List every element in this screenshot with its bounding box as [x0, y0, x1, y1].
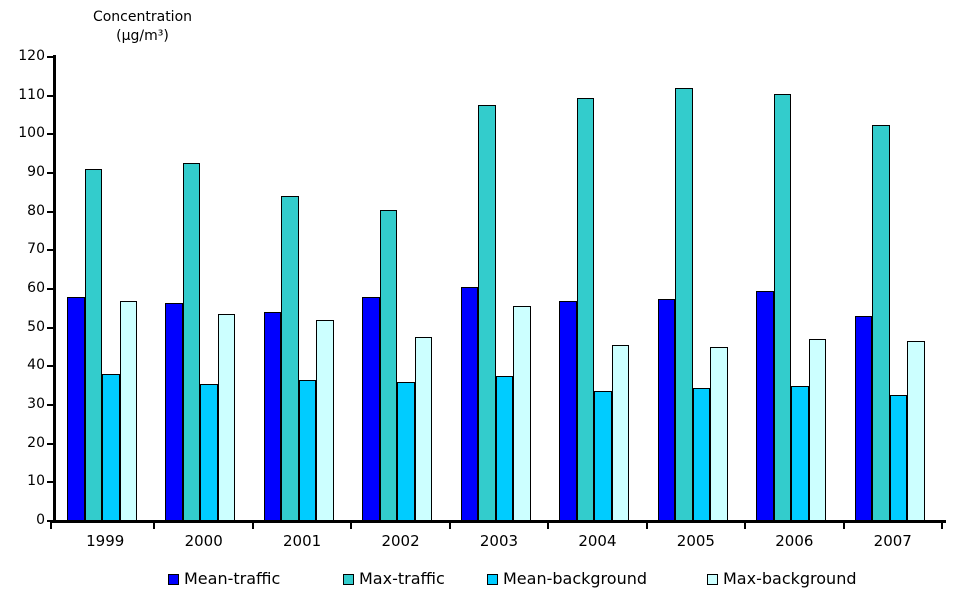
bar-mean-background-2004	[594, 391, 612, 521]
x-tick-mark	[941, 521, 943, 529]
x-tick-label-1999: 1999	[86, 532, 125, 550]
bar-mean-background-2006	[791, 385, 809, 521]
bar-mean-background-2003	[495, 376, 514, 521]
bar-mean-traffic-2001	[263, 312, 282, 521]
bar-max-traffic-2006	[773, 93, 792, 521]
y-tick-label-50: 50	[27, 318, 45, 335]
y-tick-mark	[47, 520, 55, 522]
legend-item-mean-traffic: Mean-traffic	[168, 569, 280, 588]
bar-mean-traffic-2003	[460, 287, 479, 521]
legend-item-max-traffic: Max-traffic	[343, 569, 445, 588]
legend-swatch-max-traffic-icon	[343, 574, 354, 585]
y-tick-mark	[47, 249, 55, 252]
bar-mean-traffic-2002	[362, 296, 380, 521]
legend-label-mean-traffic: Mean-traffic	[184, 569, 281, 588]
plot-area	[56, 57, 942, 521]
legend-label-max-traffic: Max-traffic	[359, 569, 445, 588]
y-tick-label-70: 70	[27, 241, 45, 258]
legend-swatch-mean-background-icon	[487, 574, 498, 585]
y-tick-mark	[47, 210, 55, 213]
x-axis-line	[50, 520, 946, 523]
y-tick-label-40: 40	[27, 357, 45, 374]
bar-mean-traffic-2007	[854, 316, 873, 521]
bar-mean-traffic-2004	[559, 300, 577, 521]
x-tick-label-2004: 2004	[578, 532, 617, 550]
x-tick-mark	[50, 521, 52, 529]
x-tick-mark	[842, 521, 845, 529]
y-tick-label-90: 90	[27, 164, 45, 180]
bar-max-background-2006	[808, 339, 827, 521]
legend-label-max-background: Max-background	[723, 569, 857, 588]
x-tick-mark	[251, 521, 254, 529]
bar-max-traffic-1999	[84, 169, 102, 521]
y-tick-label-60: 60	[27, 280, 45, 296]
y-tick-mark	[47, 481, 55, 484]
bar-mean-background-2000	[200, 383, 218, 521]
legend-swatch-mean-traffic-icon	[168, 574, 179, 585]
bar-mean-traffic-2000	[165, 302, 183, 521]
x-tick-mark	[448, 521, 451, 529]
bar-max-traffic-2005	[675, 87, 693, 521]
x-tick-label-2005: 2005	[676, 532, 715, 550]
bar-mean-traffic-2006	[756, 290, 774, 521]
legend-swatch-max-background-icon	[707, 574, 718, 585]
x-tick-mark	[645, 521, 648, 529]
y-tick-mark	[47, 172, 55, 174]
y-tick-label-100: 100	[18, 125, 45, 142]
y-tick-label-30: 30	[27, 396, 45, 412]
bar-max-traffic-2004	[576, 97, 595, 521]
legend-item-mean-background: Mean-background	[487, 569, 647, 588]
x-tick-label-2007: 2007	[873, 532, 912, 550]
x-tick-mark	[153, 521, 156, 529]
bar-mean-background-1999	[102, 374, 120, 521]
bar-max-background-2003	[513, 306, 531, 521]
bar-mean-background-2002	[397, 381, 415, 521]
bar-max-traffic-2007	[872, 124, 890, 521]
y-tick-mark	[47, 442, 55, 445]
bar-max-traffic-2001	[281, 196, 299, 521]
bar-mean-traffic-2005	[657, 298, 676, 521]
y-tick-mark	[47, 56, 55, 58]
bar-max-traffic-2000	[182, 163, 201, 521]
y-tick-mark	[47, 365, 55, 368]
bar-max-background-2007	[907, 341, 925, 521]
bar-mean-background-2007	[889, 395, 908, 521]
x-tick-label-2003: 2003	[479, 532, 519, 550]
bar-mean-traffic-1999	[67, 296, 85, 521]
bar-max-background-2000	[217, 314, 236, 521]
x-tick-mark	[350, 521, 353, 529]
x-tick-label-2000: 2000	[184, 532, 223, 550]
x-tick-label-2001: 2001	[283, 532, 322, 550]
legend-item-max-background: Max-background	[707, 569, 856, 588]
y-tick-label-80: 80	[27, 202, 45, 219]
y-tick-mark	[47, 94, 55, 97]
chart-title-line1: Concentration	[92, 9, 193, 25]
chart-title: Concentration (µg/m³)	[60, 8, 225, 46]
y-tick-mark	[47, 326, 55, 329]
legend-label-mean-background: Mean-background	[503, 569, 647, 588]
y-tick-label-10: 10	[27, 473, 45, 490]
y-tick-label-110: 110	[18, 86, 45, 103]
x-tick-mark	[744, 521, 747, 529]
bar-max-background-1999	[119, 300, 137, 521]
bar-max-traffic-2003	[478, 105, 496, 521]
y-tick-mark	[47, 404, 55, 406]
y-tick-label-120: 120	[18, 48, 45, 64]
y-tick-label-0: 0	[36, 512, 45, 528]
x-tick-label-2002: 2002	[381, 532, 420, 550]
chart-title-line2: (µg/m³)	[116, 28, 169, 44]
bar-max-background-2005	[710, 347, 728, 521]
bar-max-traffic-2002	[379, 209, 398, 521]
bar-max-background-2002	[414, 337, 433, 521]
y-tick-label-20: 20	[27, 434, 45, 451]
bar-max-background-2004	[611, 345, 630, 521]
x-tick-label-2006: 2006	[775, 532, 814, 550]
bar-mean-background-2005	[692, 387, 711, 521]
bar-mean-background-2001	[298, 379, 317, 521]
x-tick-mark	[547, 521, 550, 529]
y-tick-mark	[47, 288, 55, 290]
y-tick-mark	[47, 133, 55, 136]
bar-max-background-2001	[316, 319, 334, 521]
